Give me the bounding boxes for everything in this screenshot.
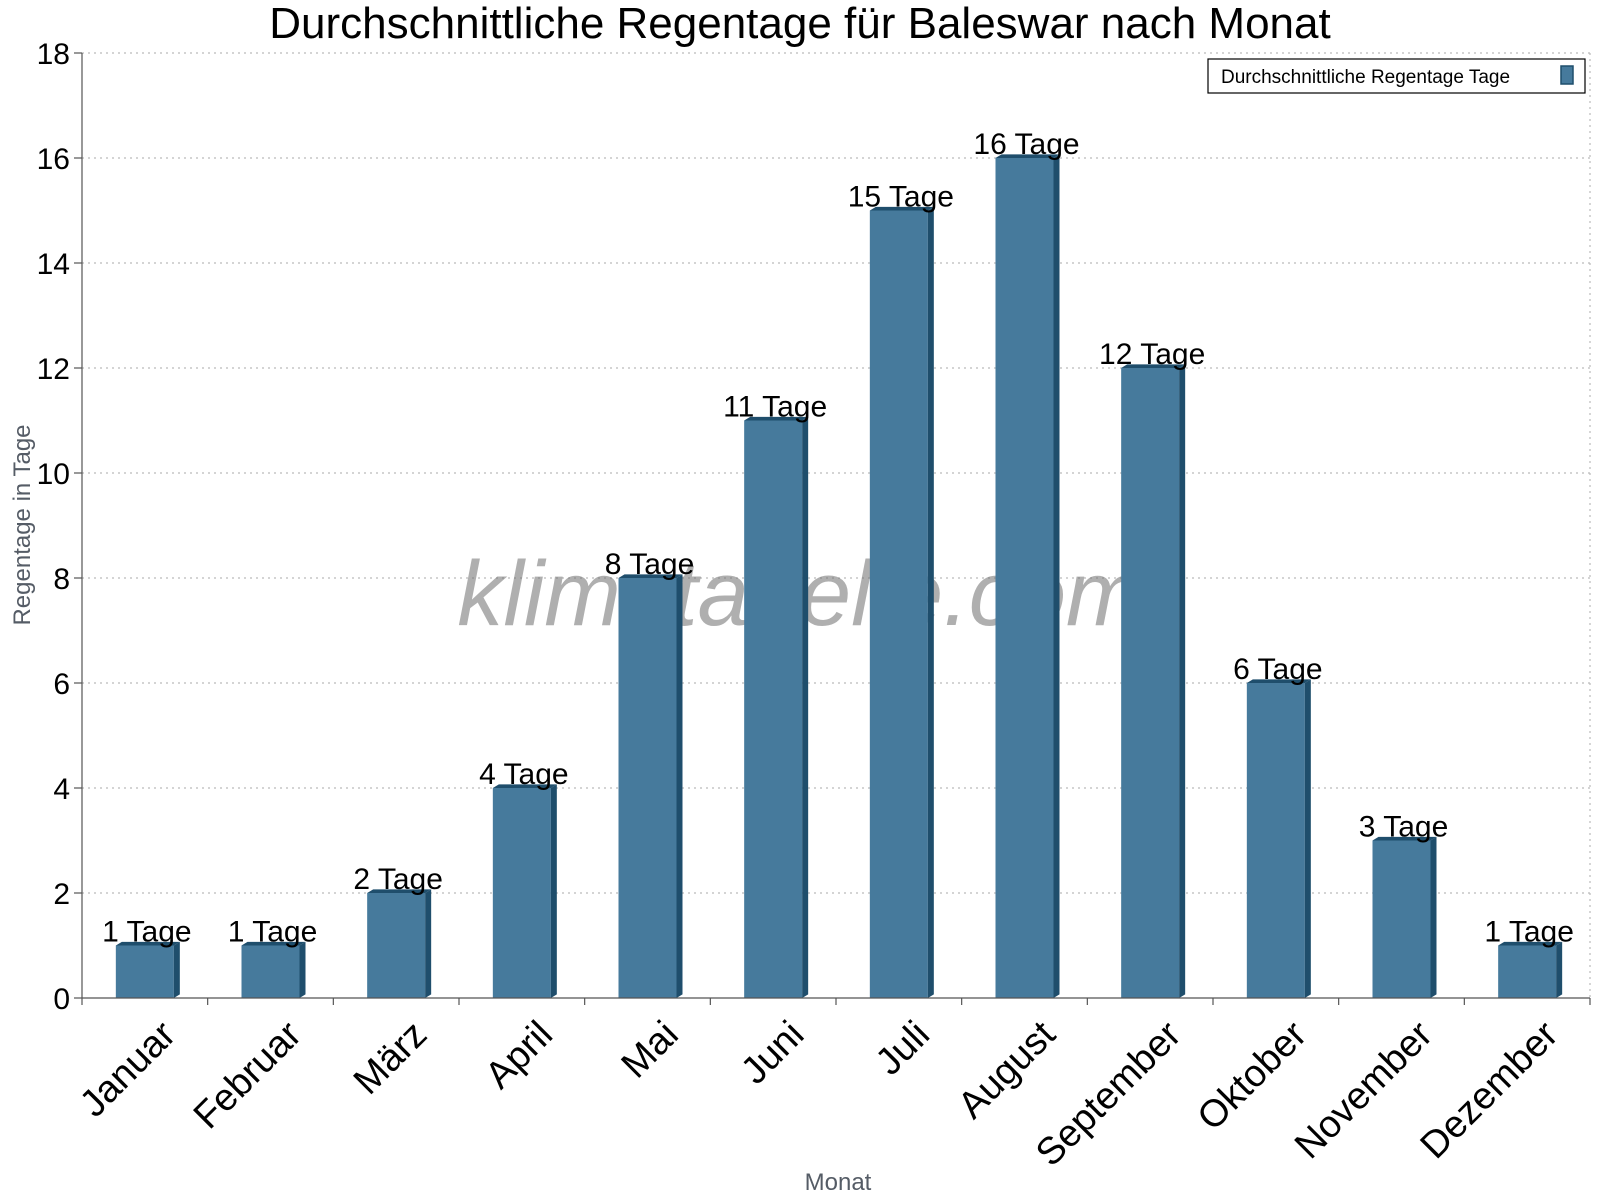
bar-side bbox=[1304, 679, 1311, 998]
x-tick-label: April bbox=[478, 1013, 561, 1096]
bar-front bbox=[241, 945, 300, 998]
bar-front bbox=[744, 420, 803, 998]
x-axis-ticks: Januar Februar März April Mai Juni Juli AugustS… bbox=[72, 998, 1591, 1175]
bar bbox=[1246, 679, 1311, 998]
bar-side bbox=[927, 206, 934, 998]
bar bbox=[869, 206, 934, 998]
bar-value-label: 3 Tage bbox=[1359, 811, 1449, 844]
y-tick-label: 6 bbox=[53, 668, 70, 701]
chart-title: Durchschnittliche Regentage für Baleswar… bbox=[269, 0, 1330, 48]
bar-side bbox=[173, 941, 180, 998]
x-tick-label: August bbox=[950, 1013, 1064, 1127]
bar-top bbox=[995, 154, 1060, 158]
bar-value-label: 12 Tage bbox=[1099, 338, 1205, 371]
y-tick-label: 0 bbox=[53, 983, 70, 1016]
bar-side bbox=[299, 941, 306, 998]
bar-series bbox=[115, 154, 1563, 998]
bar bbox=[115, 941, 180, 998]
x-tick-label: November bbox=[1287, 1013, 1441, 1167]
bar-top bbox=[367, 889, 432, 893]
bar-side bbox=[802, 416, 809, 998]
bar-front bbox=[1372, 840, 1431, 998]
bar-top bbox=[618, 574, 683, 578]
bar-value-label: 8 Tage bbox=[605, 548, 695, 581]
bar-value-label: 6 Tage bbox=[1233, 653, 1323, 686]
bar-value-label: 15 Tage bbox=[848, 181, 954, 214]
bar bbox=[1121, 364, 1186, 998]
bar-value-label: 1 Tage bbox=[102, 916, 192, 949]
bar-top bbox=[1121, 364, 1186, 368]
legend: Durchschnittliche Regentage Tage bbox=[1207, 58, 1586, 94]
bar-top bbox=[869, 206, 934, 211]
bar-front bbox=[367, 893, 426, 998]
x-tick-label: Januar bbox=[72, 1013, 184, 1125]
bar-value-label: 1 Tage bbox=[228, 916, 318, 949]
y-tick-label: 2 bbox=[53, 878, 70, 911]
y-axis-ticks: 0 2 4 6 8 10 12 14 16 18 bbox=[37, 38, 82, 1016]
x-tick-label: Juni bbox=[733, 1013, 812, 1092]
bar-top bbox=[1498, 941, 1563, 946]
x-tick-label: Oktober bbox=[1190, 1013, 1316, 1139]
bar-front bbox=[869, 210, 928, 998]
bar-value-label: 16 Tage bbox=[973, 128, 1079, 161]
bar-top bbox=[744, 416, 809, 421]
bar-value-label: 1 Tage bbox=[1484, 916, 1574, 949]
bar bbox=[995, 154, 1060, 998]
y-tick-label: 12 bbox=[37, 353, 70, 386]
legend-box bbox=[1207, 58, 1586, 94]
bar-value-label: 11 Tage bbox=[723, 391, 827, 424]
bar-front bbox=[115, 945, 174, 998]
bar bbox=[1372, 836, 1437, 998]
bar-front bbox=[995, 158, 1054, 998]
x-tick-label: Mai bbox=[614, 1013, 687, 1086]
y-tick-label: 14 bbox=[37, 248, 70, 281]
x-tick-label: Februar bbox=[186, 1013, 310, 1137]
bar-top bbox=[1372, 836, 1437, 841]
bar-side bbox=[1430, 836, 1437, 998]
x-tick-label: Dezember bbox=[1413, 1013, 1567, 1167]
y-axis-title: Regentage in Tage bbox=[9, 424, 36, 625]
bar-side bbox=[1556, 941, 1563, 998]
bar-top bbox=[1246, 679, 1311, 683]
x-tick-label: Juli bbox=[868, 1013, 938, 1083]
legend-swatch bbox=[1560, 65, 1574, 85]
bar-top bbox=[492, 784, 557, 788]
bar bbox=[618, 574, 683, 998]
bar-front bbox=[618, 578, 677, 998]
y-tick-label: 18 bbox=[37, 38, 70, 71]
bar bbox=[744, 416, 809, 998]
bar-side bbox=[676, 574, 683, 998]
bar-side bbox=[1053, 154, 1060, 998]
bar-value-label: 2 Tage bbox=[353, 863, 443, 896]
bar-front bbox=[1246, 683, 1305, 998]
bar-value-label: 4 Tage bbox=[479, 758, 569, 791]
bar-front bbox=[1498, 945, 1557, 998]
x-axis-title: Monat bbox=[805, 1169, 872, 1196]
y-tick-label: 4 bbox=[53, 773, 70, 806]
y-tick-label: 16 bbox=[37, 143, 70, 176]
bar bbox=[367, 889, 432, 998]
bar-side bbox=[1179, 364, 1186, 998]
legend-label: Durchschnittliche Regentage Tage bbox=[1221, 67, 1510, 88]
bar bbox=[492, 784, 557, 998]
y-tick-label: 8 bbox=[53, 563, 70, 596]
axes bbox=[81, 53, 1591, 999]
bar-front bbox=[492, 788, 551, 998]
bar-top bbox=[115, 941, 180, 946]
x-tick-label: März bbox=[346, 1013, 435, 1102]
bar-side bbox=[550, 784, 557, 998]
data-labels: 1 Tage 1 Tage 2 Tage 4 Tage 8 Tage 11 Tage 15 … bbox=[102, 128, 1574, 949]
bar-top bbox=[241, 941, 306, 946]
bar bbox=[1498, 941, 1563, 998]
bar-side bbox=[425, 889, 432, 998]
y-tick-label: 10 bbox=[37, 458, 70, 491]
bar-front bbox=[1121, 368, 1180, 998]
bar bbox=[241, 941, 306, 998]
grid-lines bbox=[82, 52, 1590, 894]
